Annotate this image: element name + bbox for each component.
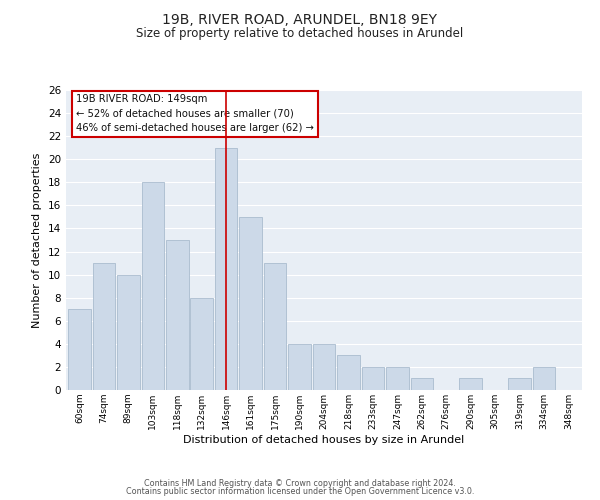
Text: 19B RIVER ROAD: 149sqm
← 52% of detached houses are smaller (70)
46% of semi-det: 19B RIVER ROAD: 149sqm ← 52% of detached… bbox=[76, 94, 314, 134]
Text: Contains public sector information licensed under the Open Government Licence v3: Contains public sector information licen… bbox=[126, 487, 474, 496]
Bar bbox=[337, 356, 360, 390]
Bar bbox=[166, 240, 188, 390]
Y-axis label: Number of detached properties: Number of detached properties bbox=[32, 152, 43, 328]
Bar bbox=[239, 217, 262, 390]
Bar bbox=[362, 367, 384, 390]
Bar bbox=[190, 298, 213, 390]
Bar bbox=[215, 148, 238, 390]
Bar bbox=[68, 309, 91, 390]
Bar bbox=[313, 344, 335, 390]
Bar bbox=[533, 367, 556, 390]
Bar bbox=[508, 378, 531, 390]
Text: 19B, RIVER ROAD, ARUNDEL, BN18 9EY: 19B, RIVER ROAD, ARUNDEL, BN18 9EY bbox=[163, 12, 437, 26]
X-axis label: Distribution of detached houses by size in Arundel: Distribution of detached houses by size … bbox=[184, 434, 464, 444]
Bar bbox=[142, 182, 164, 390]
Bar bbox=[92, 263, 115, 390]
Text: Size of property relative to detached houses in Arundel: Size of property relative to detached ho… bbox=[136, 28, 464, 40]
Bar bbox=[288, 344, 311, 390]
Bar bbox=[386, 367, 409, 390]
Bar bbox=[410, 378, 433, 390]
Bar bbox=[460, 378, 482, 390]
Bar bbox=[117, 274, 140, 390]
Text: Contains HM Land Registry data © Crown copyright and database right 2024.: Contains HM Land Registry data © Crown c… bbox=[144, 478, 456, 488]
Bar bbox=[264, 263, 286, 390]
